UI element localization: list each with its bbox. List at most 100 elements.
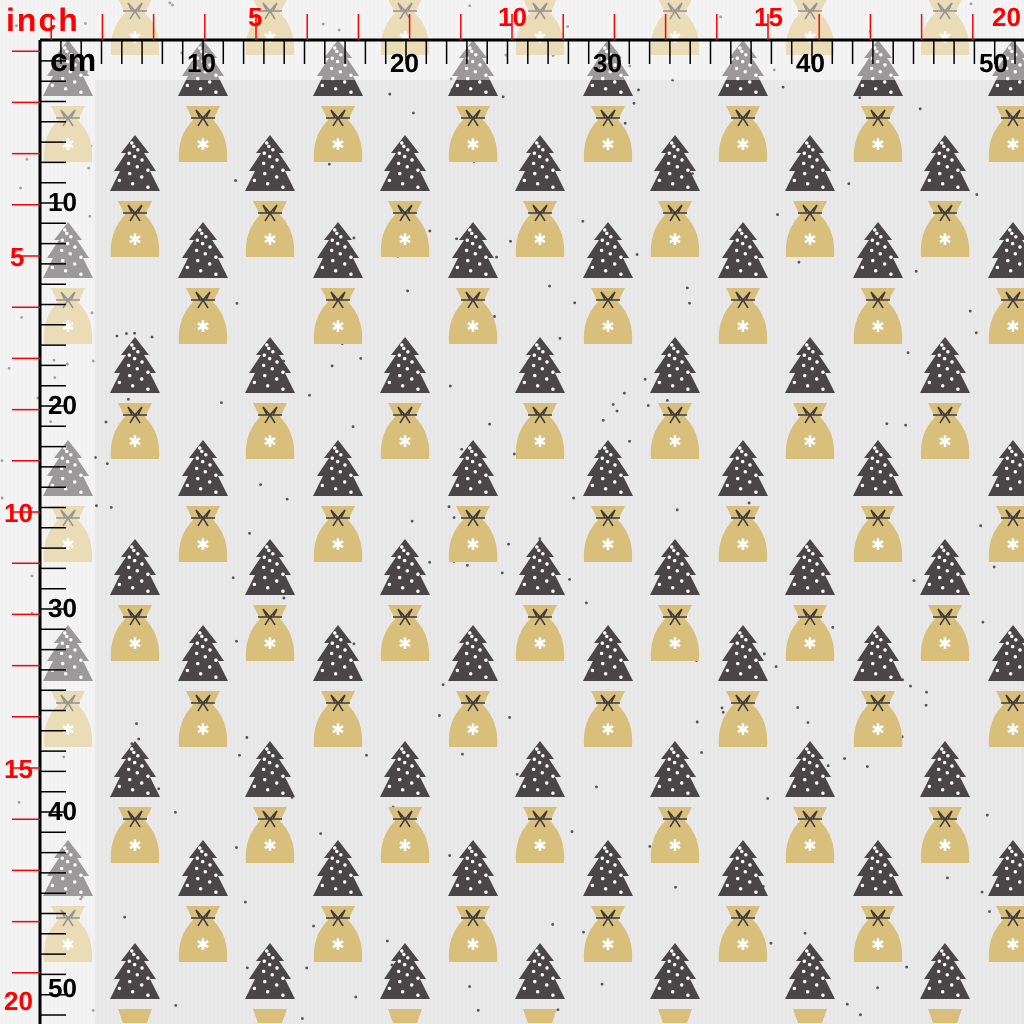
speckle bbox=[622, 391, 626, 395]
speckle bbox=[171, 3, 174, 7]
tree-dot bbox=[686, 387, 690, 391]
tree-dot bbox=[349, 490, 353, 494]
tree-bag-motif: ✱ bbox=[448, 222, 498, 344]
tree-dot bbox=[73, 863, 77, 867]
bow-icon bbox=[663, 810, 687, 828]
tree-dot bbox=[265, 788, 270, 792]
tree-dot bbox=[531, 767, 536, 772]
tree-dot bbox=[1008, 631, 1012, 635]
tree-dot bbox=[792, 986, 797, 991]
speckle bbox=[88, 214, 92, 218]
tree-dot bbox=[946, 552, 950, 556]
tree-dot bbox=[551, 774, 555, 778]
bow-icon bbox=[393, 204, 417, 222]
speckle bbox=[91, 1008, 95, 1012]
tree-dot bbox=[815, 175, 819, 179]
tree-dot bbox=[940, 545, 944, 549]
tree-dot bbox=[879, 53, 883, 57]
tree-dot bbox=[605, 634, 609, 639]
gift-bag-icon bbox=[718, 506, 768, 562]
tree-dot bbox=[465, 238, 470, 242]
tree-dot bbox=[609, 235, 613, 239]
star-icon: ✱ bbox=[533, 634, 546, 653]
tree-dot bbox=[1018, 245, 1022, 249]
tree-dot bbox=[396, 767, 401, 772]
tree-bag-motif: ✱ bbox=[515, 539, 565, 661]
tree-dot bbox=[734, 66, 739, 71]
tree-dot bbox=[208, 480, 212, 484]
tree-dot bbox=[738, 87, 743, 91]
speckle bbox=[776, 213, 779, 216]
tree-dot bbox=[204, 853, 208, 857]
tree-dot bbox=[956, 185, 960, 189]
tree-dot bbox=[267, 346, 271, 351]
speckle bbox=[461, 752, 464, 756]
tree-dot bbox=[267, 962, 272, 967]
tree-dot bbox=[396, 363, 401, 368]
tree-dot bbox=[265, 990, 270, 994]
speckle bbox=[623, 121, 627, 125]
speckle bbox=[611, 403, 615, 406]
bow-icon bbox=[461, 694, 485, 712]
tree-dot bbox=[333, 631, 337, 635]
tree-icon bbox=[380, 135, 430, 191]
tree-dot bbox=[609, 853, 613, 857]
tree-dot bbox=[666, 767, 671, 772]
tree-icon bbox=[110, 539, 160, 595]
tree-bag-motif: ✱ bbox=[313, 440, 363, 562]
tree-dot bbox=[478, 463, 482, 467]
tree-bag-motif: ✱ bbox=[650, 539, 700, 661]
tree-dot bbox=[60, 238, 65, 242]
tree-bag-motif: ✱ bbox=[988, 440, 1024, 562]
tree-dot bbox=[410, 175, 414, 179]
bow-icon bbox=[1001, 509, 1024, 527]
speckle bbox=[465, 563, 469, 567]
speckle bbox=[601, 418, 605, 422]
star-icon: ✱ bbox=[668, 836, 681, 855]
tree-dot bbox=[740, 634, 744, 639]
cm-label-top: 40 bbox=[796, 48, 825, 78]
tree-dot bbox=[339, 235, 343, 239]
tree-icon bbox=[650, 943, 700, 999]
bow-icon bbox=[326, 109, 350, 127]
speckle bbox=[570, 830, 574, 833]
tree-dot bbox=[398, 575, 402, 580]
tree-dot bbox=[198, 887, 203, 891]
tree-dot bbox=[803, 777, 807, 782]
tree-dot bbox=[265, 384, 270, 388]
tree-dot bbox=[387, 582, 392, 587]
tree-dot bbox=[416, 387, 420, 391]
tree-dot bbox=[873, 672, 878, 676]
tree-dot bbox=[132, 760, 137, 765]
tree-dot bbox=[470, 231, 474, 236]
speckle bbox=[512, 452, 516, 456]
tree-dot bbox=[860, 265, 865, 270]
gift-bag-icon bbox=[650, 403, 700, 459]
speckle bbox=[568, 577, 571, 581]
bow-icon bbox=[258, 608, 282, 626]
tree-icon bbox=[920, 539, 970, 595]
tree-icon bbox=[43, 840, 93, 896]
tree-dot bbox=[735, 56, 740, 60]
tree-dot bbox=[675, 973, 679, 977]
tree-dot bbox=[942, 962, 947, 967]
cm-label-left: 40 bbox=[48, 796, 77, 826]
tree-dot bbox=[281, 387, 285, 391]
tree-dot bbox=[605, 459, 610, 464]
star-icon: ✱ bbox=[938, 432, 951, 451]
star-icon: ✱ bbox=[601, 135, 614, 154]
bow-icon bbox=[326, 509, 350, 527]
tree-dot bbox=[672, 346, 676, 351]
tree-dot bbox=[127, 555, 132, 559]
tree-icon bbox=[448, 625, 498, 681]
tree-bag-motif: ✱ bbox=[853, 440, 903, 562]
tree-dot bbox=[126, 565, 131, 570]
tree-dot bbox=[267, 760, 272, 765]
tree-dot bbox=[545, 966, 549, 970]
tree-dot bbox=[331, 76, 335, 81]
tree-dot bbox=[1010, 59, 1015, 64]
tree-dot bbox=[810, 367, 814, 371]
tree-dot bbox=[668, 777, 672, 782]
tree-dot bbox=[805, 747, 809, 751]
tree-dot bbox=[1006, 258, 1010, 263]
